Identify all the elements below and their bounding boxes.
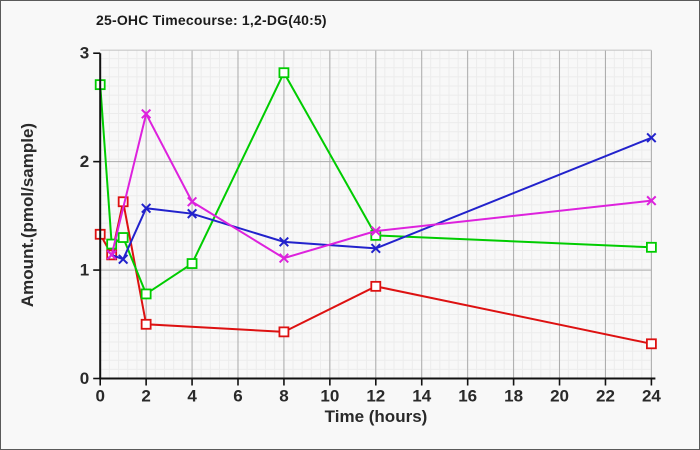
series-blue-marker (646, 132, 657, 143)
series-green-marker (117, 232, 129, 243)
x-tick-label: 2 (141, 387, 150, 406)
series-blue-marker (187, 208, 198, 219)
series-magenta-marker (646, 195, 657, 206)
series-magenta-marker (278, 253, 289, 264)
x-axis-title: Time (hours) (324, 407, 428, 426)
x-tick-label: 0 (95, 387, 104, 406)
x-tick-label: 6 (233, 387, 242, 406)
series-green-marker (140, 288, 152, 300)
x-tick-label: 18 (504, 387, 523, 406)
x-tick-label: 12 (366, 387, 385, 406)
series-magenta-marker (106, 249, 117, 260)
x-tick-label: 16 (458, 387, 477, 406)
series-red-marker (140, 318, 152, 330)
x-tick-label: 4 (187, 387, 197, 406)
series-red-marker (370, 280, 382, 292)
series-red-marker (646, 338, 657, 350)
series-magenta-marker (370, 226, 381, 237)
y-tick-label: 0 (80, 369, 89, 388)
series-green-marker (646, 241, 657, 253)
series-blue-marker (141, 203, 152, 214)
series-magenta-marker (141, 108, 152, 119)
y-tick-label: 1 (80, 261, 89, 280)
series-green-marker (278, 67, 290, 79)
x-tick-label: 14 (412, 387, 431, 406)
x-tick-label: 8 (279, 387, 288, 406)
series-green-marker (186, 258, 198, 269)
series-magenta-line (110, 111, 652, 260)
x-tick-label: 24 (642, 387, 661, 406)
x-tick-label: 20 (550, 387, 569, 406)
y-tick-label: 3 (80, 44, 89, 63)
series-green-marker (106, 238, 118, 250)
y-axis-title: Amount.(pmol/sample) (18, 122, 37, 308)
series-magenta-marker (187, 196, 198, 207)
series-blue-marker (370, 243, 381, 254)
x-tick-label: 10 (320, 387, 339, 406)
chart-title: 25-OHC Timecourse: 1,2-DG(40:5) (96, 12, 327, 28)
y-tick-label: 2 (80, 152, 89, 171)
series-red-marker (278, 326, 290, 338)
x-tick-label: 22 (596, 387, 615, 406)
series-blue-marker (118, 254, 129, 265)
series-blue-marker (278, 236, 289, 247)
